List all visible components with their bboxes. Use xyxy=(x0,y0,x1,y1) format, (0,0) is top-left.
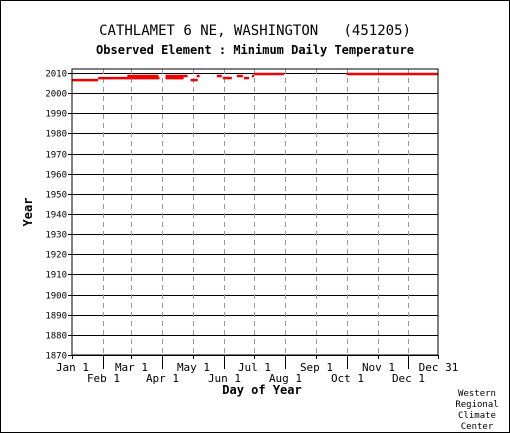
credit-line: Western xyxy=(458,389,496,399)
data-layer xyxy=(72,72,438,82)
credit-line: Center xyxy=(460,422,494,432)
y-tick-label: 1970 xyxy=(45,151,67,161)
x-tick-label: Jun 1 xyxy=(208,372,241,385)
y-tick-label: 1960 xyxy=(45,171,67,181)
chart-title: CATHLAMET 6 NE, WASHINGTON (451205) xyxy=(99,23,411,39)
y-tick-label: 1910 xyxy=(45,271,67,281)
y-tick-label: 1990 xyxy=(45,110,67,120)
x-tick-label: Oct 1 xyxy=(331,372,364,385)
y-tick-label: 1940 xyxy=(45,211,67,221)
x-tick-label: Mar 1 xyxy=(115,361,148,374)
y-tick-label: 1890 xyxy=(45,312,67,322)
x-tick-label: Apr 1 xyxy=(146,372,179,385)
y-tick-labels: 1870 1880 1890 1900 1910 1920 1930 1940 1950 1960… xyxy=(45,70,67,362)
credit-block: Western Regional Climate Center xyxy=(448,389,506,433)
x-axis-label: Day of Year xyxy=(222,383,301,397)
x-tick-label: Aug 1 xyxy=(269,372,302,385)
x-tick-labels: Jan 1 Mar 1 May 1 Jul 1 Sep 1 Nov 1 Dec 31 Feb … xyxy=(56,361,458,385)
grid-layer xyxy=(68,69,439,369)
chart-subtitle: Observed Element : Minimum Daily Tempera… xyxy=(96,43,414,57)
x-tick-label: Feb 1 xyxy=(87,372,120,385)
x-tick-label: May 1 xyxy=(177,361,210,374)
y-tick-label: 1950 xyxy=(45,191,67,201)
x-tick-label: Jan 1 xyxy=(56,361,89,374)
credit-line: Climate xyxy=(458,411,496,421)
y-tick-label: 2000 xyxy=(45,90,67,100)
x-tick-label: Dec 1 xyxy=(392,372,425,385)
y-tick-label: 1930 xyxy=(45,231,67,241)
x-tick-label: Dec 31 xyxy=(419,361,459,374)
y-tick-label: 1920 xyxy=(45,251,67,261)
x-tick-label: Jul 1 xyxy=(238,361,271,374)
y-tick-label: 1880 xyxy=(45,332,67,342)
y-tick-label: 1870 xyxy=(45,352,67,362)
x-tick-label: Nov 1 xyxy=(362,361,395,374)
x-tick-label: Sep 1 xyxy=(300,361,333,374)
y-tick-label: 1980 xyxy=(45,130,67,140)
y-tick-label: 1900 xyxy=(45,292,67,302)
y-axis-label: Year xyxy=(21,198,35,227)
credit-line: Regional xyxy=(455,400,499,410)
y-tick-label: 2010 xyxy=(45,70,67,80)
plot-border xyxy=(71,68,439,356)
